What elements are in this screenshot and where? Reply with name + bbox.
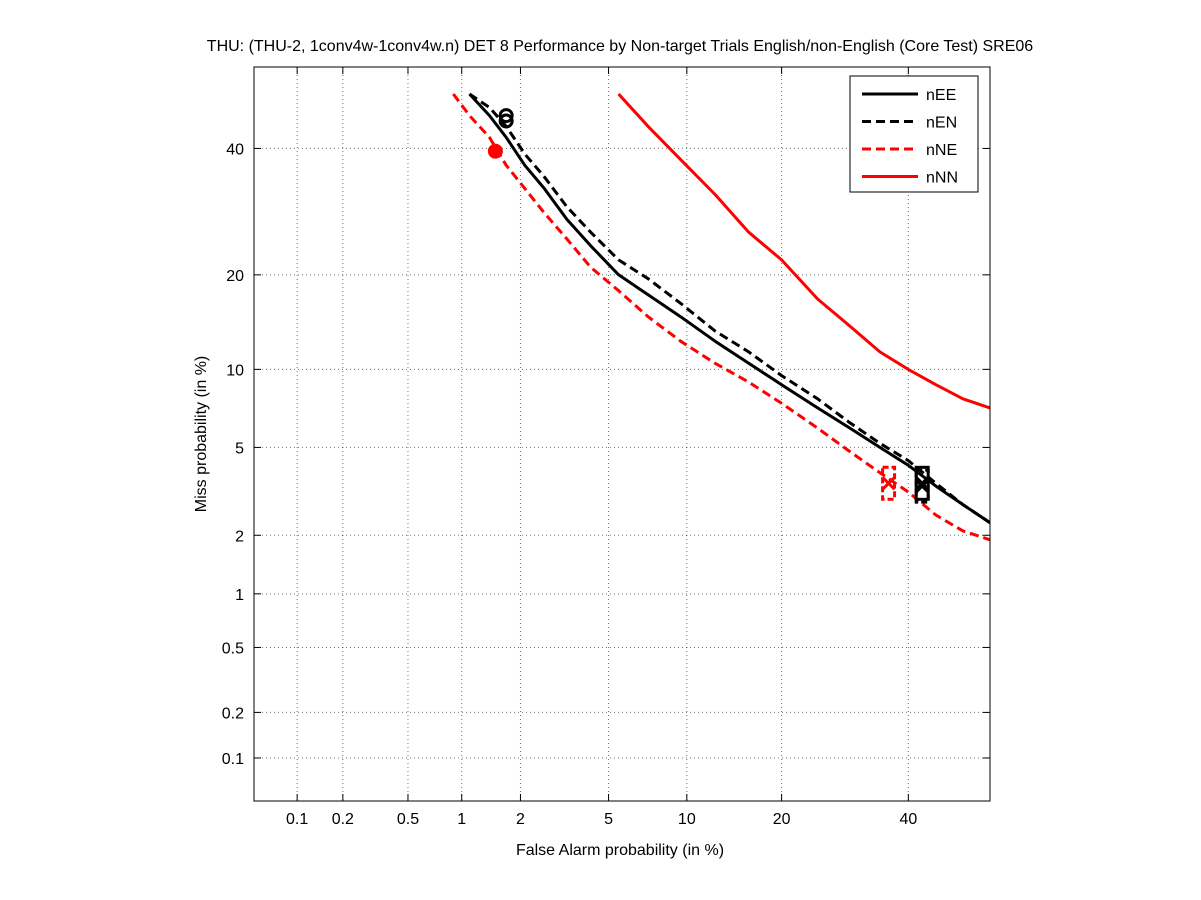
eer-marker-nne — [881, 465, 897, 501]
series-line-nne — [452, 93, 990, 542]
x-tick-label: 1 — [457, 811, 466, 828]
x-axis-label: False Alarm probability (in %) — [516, 842, 724, 859]
y-tick-label: 20 — [226, 268, 244, 285]
y-axis-ticks: 0.1 0.2 0.5 1 2 5 10 20 40 — [222, 141, 990, 768]
x-tick-label: 20 — [773, 811, 791, 828]
x-tick-label: 10 — [678, 811, 696, 828]
series-line-nee — [468, 92, 990, 524]
marker-layer — [487, 108, 930, 504]
grid-lines — [254, 67, 990, 801]
x-tick-label: 0.2 — [332, 811, 354, 828]
x-tick-label: 2 — [516, 811, 525, 828]
legend: nEE nEN nNE nNN — [849, 75, 979, 193]
eer-marker-nen — [914, 468, 930, 504]
legend-label-nen: nEN — [926, 115, 957, 132]
y-tick-label: 2 — [235, 528, 244, 545]
series-layer — [452, 92, 990, 542]
y-tick-label: 0.5 — [222, 640, 244, 657]
legend-label-nnn: nNN — [926, 170, 958, 187]
y-tick-label: 1 — [235, 587, 244, 604]
y-tick-label: 10 — [226, 362, 244, 379]
y-tick-label: 0.1 — [222, 751, 244, 768]
plot-frame — [253, 66, 991, 802]
y-tick-label: 40 — [226, 141, 244, 158]
eer-cross-nee — [915, 476, 930, 491]
x-tick-label: 0.5 — [397, 811, 419, 828]
chart-title: THU: (THU-2, 1conv4w-1conv4w.n) DET 8 Pe… — [207, 38, 1034, 55]
legend-label-nee: nEE — [926, 87, 956, 104]
x-tick-label: 0.1 — [286, 811, 308, 828]
eer-cross-nne — [881, 476, 896, 491]
x-axis-ticks: 0.1 0.2 0.5 1 2 5 10 20 40 — [286, 67, 917, 828]
dcf-marker-nee — [498, 108, 514, 124]
dcf-marker-nen — [498, 113, 514, 129]
eer-cross-nen — [915, 479, 930, 494]
series-line-nen — [468, 92, 990, 524]
y-axis-label: Miss probability (in %) — [193, 356, 210, 512]
series-line-nnn — [617, 92, 990, 410]
y-tick-label: 5 — [235, 440, 244, 457]
dcf-marker-nne — [487, 143, 503, 159]
x-tick-label: 5 — [604, 811, 613, 828]
y-tick-label: 0.2 — [222, 705, 244, 722]
legend-label-nne: nNE — [926, 142, 957, 159]
x-tick-label: 40 — [899, 811, 917, 828]
